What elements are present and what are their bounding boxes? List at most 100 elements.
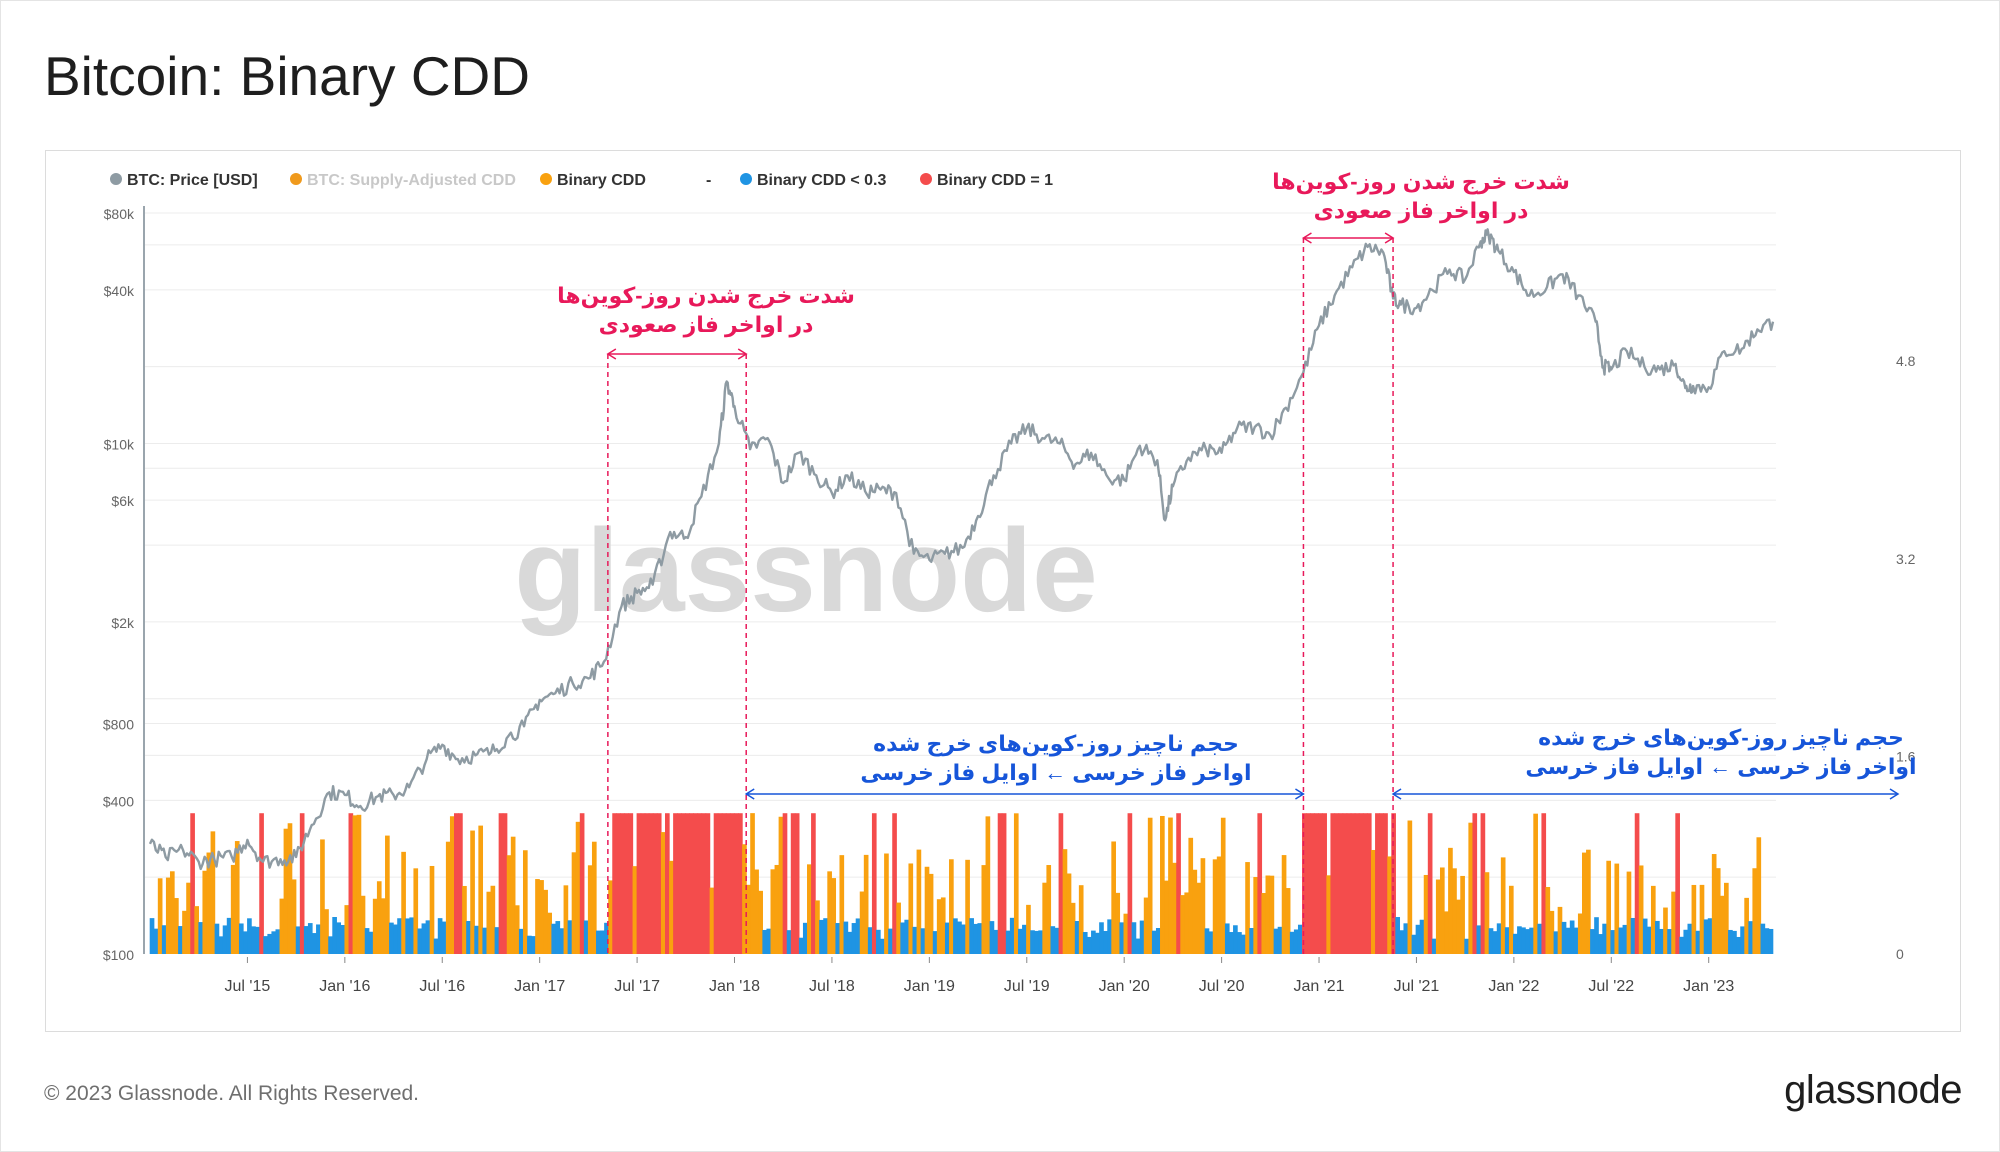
cdd-bar: [1691, 884, 1697, 954]
cdd-bar: [470, 830, 475, 954]
cdd-bar: [1362, 813, 1368, 954]
cdd-bar: [555, 921, 561, 954]
cdd-bar: [648, 813, 654, 954]
cdd-bar: [770, 869, 776, 954]
cdd-bar: [1618, 927, 1624, 954]
cdd-bar: [636, 813, 642, 954]
cdd-bar: [1488, 928, 1494, 954]
legend-swatch: [740, 173, 752, 185]
cdd-bar: [656, 813, 662, 954]
cdd-bar: [490, 885, 496, 954]
cdd-bar: [413, 868, 419, 954]
cdd-bar: [1756, 837, 1762, 954]
cdd-bar: [1581, 852, 1587, 954]
cdd-bar: [604, 922, 609, 954]
cdd-bar: [1151, 930, 1157, 954]
cdd-bar: [782, 813, 788, 954]
cdd-bar: [226, 917, 232, 954]
cdd-bar: [320, 839, 325, 954]
cdd-bar: [1431, 938, 1437, 954]
cdd-bar: [1237, 932, 1242, 954]
legend: BTC: Price [USD] BTC: Supply-Adjusted CDD…: [110, 172, 1053, 189]
cdd-bar: [1111, 841, 1116, 954]
cdd-bar: [1760, 923, 1766, 954]
cdd-bar: [1557, 906, 1563, 954]
cdd-bar: [1496, 923, 1502, 954]
cdd-bar: [1143, 897, 1149, 954]
grid: [144, 212, 1776, 878]
x-tick-label: Jul '19: [1004, 978, 1050, 995]
cdd-bar: [1302, 813, 1307, 954]
legend-swatch: [110, 173, 122, 185]
cdd-bar: [1245, 862, 1250, 954]
cdd-bar: [356, 814, 362, 954]
cdd-bar: [514, 905, 520, 954]
cdd-bar: [1695, 930, 1701, 954]
cdd-bar: [1285, 888, 1291, 954]
cdd-bar: [1395, 917, 1401, 954]
cdd-bar: [547, 912, 552, 954]
cdd-bar: [1277, 926, 1283, 954]
cdd-bar: [437, 918, 443, 954]
cdd-bar: [1622, 924, 1628, 954]
cdd-bar: [149, 918, 155, 954]
cdd-bar: [1204, 928, 1210, 954]
cdd-bar: [194, 906, 199, 954]
cdd-bar: [251, 926, 256, 954]
cdd-bar: [1663, 907, 1668, 954]
cdd-bar: [1427, 813, 1433, 954]
cdd-bar: [1192, 869, 1198, 954]
cdd-bar: [1050, 926, 1056, 954]
cdd-bar: [1480, 813, 1486, 954]
cdd-bar: [628, 813, 634, 954]
cdd-bar: [1135, 938, 1141, 954]
cdd-bar: [1026, 904, 1031, 954]
cdd-bar: [600, 930, 605, 954]
cdd-bar: [348, 813, 354, 954]
cdd-bar: [1419, 919, 1425, 954]
cdd-bar: [1577, 913, 1583, 954]
cdd-bar: [332, 917, 337, 954]
legend-item: Binary CDD: [557, 172, 646, 189]
cdd-bar: [1119, 922, 1125, 954]
cdd-bar: [1127, 813, 1133, 954]
cdd-bar: [1525, 929, 1530, 954]
cdd-bar: [1176, 813, 1181, 954]
cdd-bar: [997, 813, 1003, 954]
cdd-bar: [482, 927, 488, 954]
cdd-bar: [1346, 813, 1352, 954]
cdd-bar: [161, 925, 167, 954]
cdd-bar: [1054, 927, 1060, 954]
cdd-bar: [766, 928, 772, 954]
cdd-bar: [393, 924, 398, 954]
cdd-bar: [1306, 813, 1311, 954]
price-series: [148, 228, 1775, 871]
cdd-bar: [385, 835, 390, 954]
cdd-bar: [202, 870, 208, 954]
cdd-bar: [823, 918, 828, 954]
cdd-bar: [445, 841, 451, 954]
cdd-bar: [1699, 884, 1705, 954]
cdd-bar: [1724, 882, 1729, 954]
cdd-bar: [884, 853, 889, 954]
cdd-bar: [1013, 813, 1019, 954]
cdd-bar: [1009, 917, 1015, 954]
cdd-bar: [1492, 931, 1498, 954]
annotation-text: در اواخر فاز صعودی: [1314, 198, 1529, 224]
cdd-bar: [1553, 931, 1559, 954]
copyright-text: © 2023 Glassnode. All Rights Reserved.: [44, 1082, 420, 1105]
cdd-bar: [1659, 928, 1664, 954]
cdd-bar: [1650, 885, 1656, 954]
legend-item: -: [706, 172, 711, 189]
x-tick-label: Jan '19: [904, 978, 955, 995]
cdd-bar: [368, 931, 374, 954]
legend-swatch: [290, 173, 302, 185]
cdd-bar: [1297, 924, 1303, 954]
cdd-bar: [1703, 919, 1709, 954]
cdd-bar: [944, 922, 950, 954]
cdd-bar: [892, 813, 897, 954]
cdd-bar: [1188, 837, 1194, 954]
cdd-bar: [1545, 887, 1551, 954]
x-tick-label: Jan '16: [319, 978, 370, 995]
cdd-bar: [275, 929, 281, 954]
